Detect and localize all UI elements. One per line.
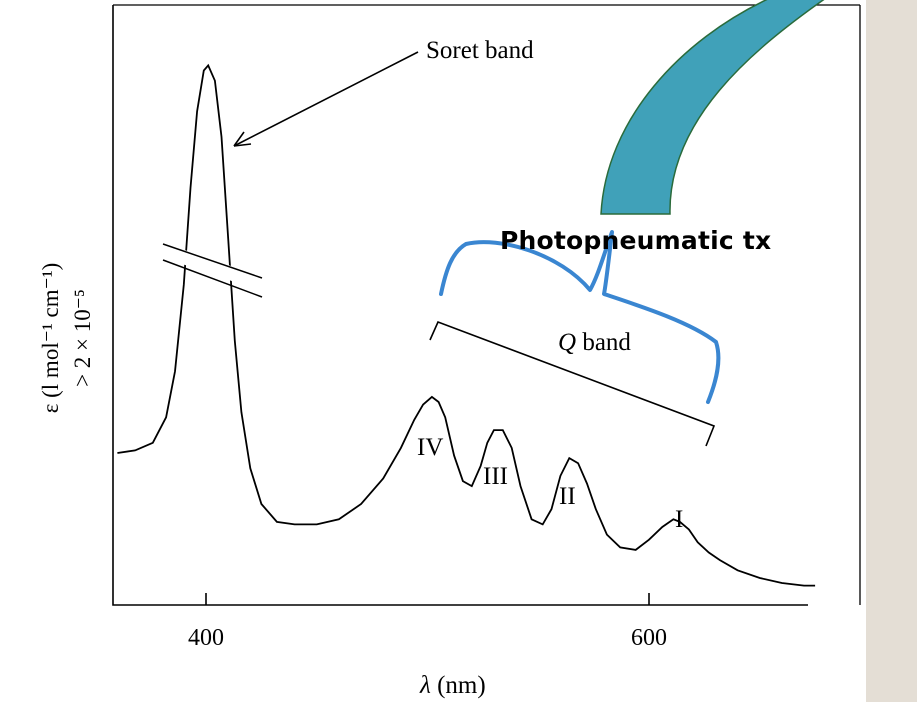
x-tick-labels: 400 600 [188, 625, 667, 651]
plot-frame [112, 5, 808, 606]
soret-band-label: Soret band [426, 37, 534, 64]
photopneumatic-label: Photopneumatic tx [500, 226, 772, 255]
x-axis-ticks [205, 593, 650, 605]
y-axis-label-line1: ε (l mol⁻¹ cm⁻¹) [38, 263, 63, 414]
spectrum-series-line [117, 63, 816, 587]
x-tick-label-400: 400 [188, 625, 224, 651]
y-axis-label: ε (l mol⁻¹ cm⁻¹) > 2 × 10⁻⁵ [38, 263, 95, 414]
soret-arrow [233, 51, 419, 147]
y-axis-label-line2: > 2 × 10⁻⁵ [70, 289, 95, 387]
teal-arrow-shape [600, 0, 825, 215]
peak-label-i: I [675, 506, 683, 533]
q-band-bracket [429, 320, 716, 447]
peak-label-iii: III [483, 463, 508, 490]
x-axis-label: λ (nm) [419, 672, 486, 699]
peak-label-ii: II [559, 483, 576, 510]
peak-label-iv: IV [417, 434, 443, 461]
x-tick-label-600: 600 [631, 625, 667, 651]
blue-brace [439, 230, 721, 404]
side-panel [866, 0, 917, 702]
axis-break-marks [160, 243, 265, 298]
q-band-label: Q band [558, 329, 631, 356]
